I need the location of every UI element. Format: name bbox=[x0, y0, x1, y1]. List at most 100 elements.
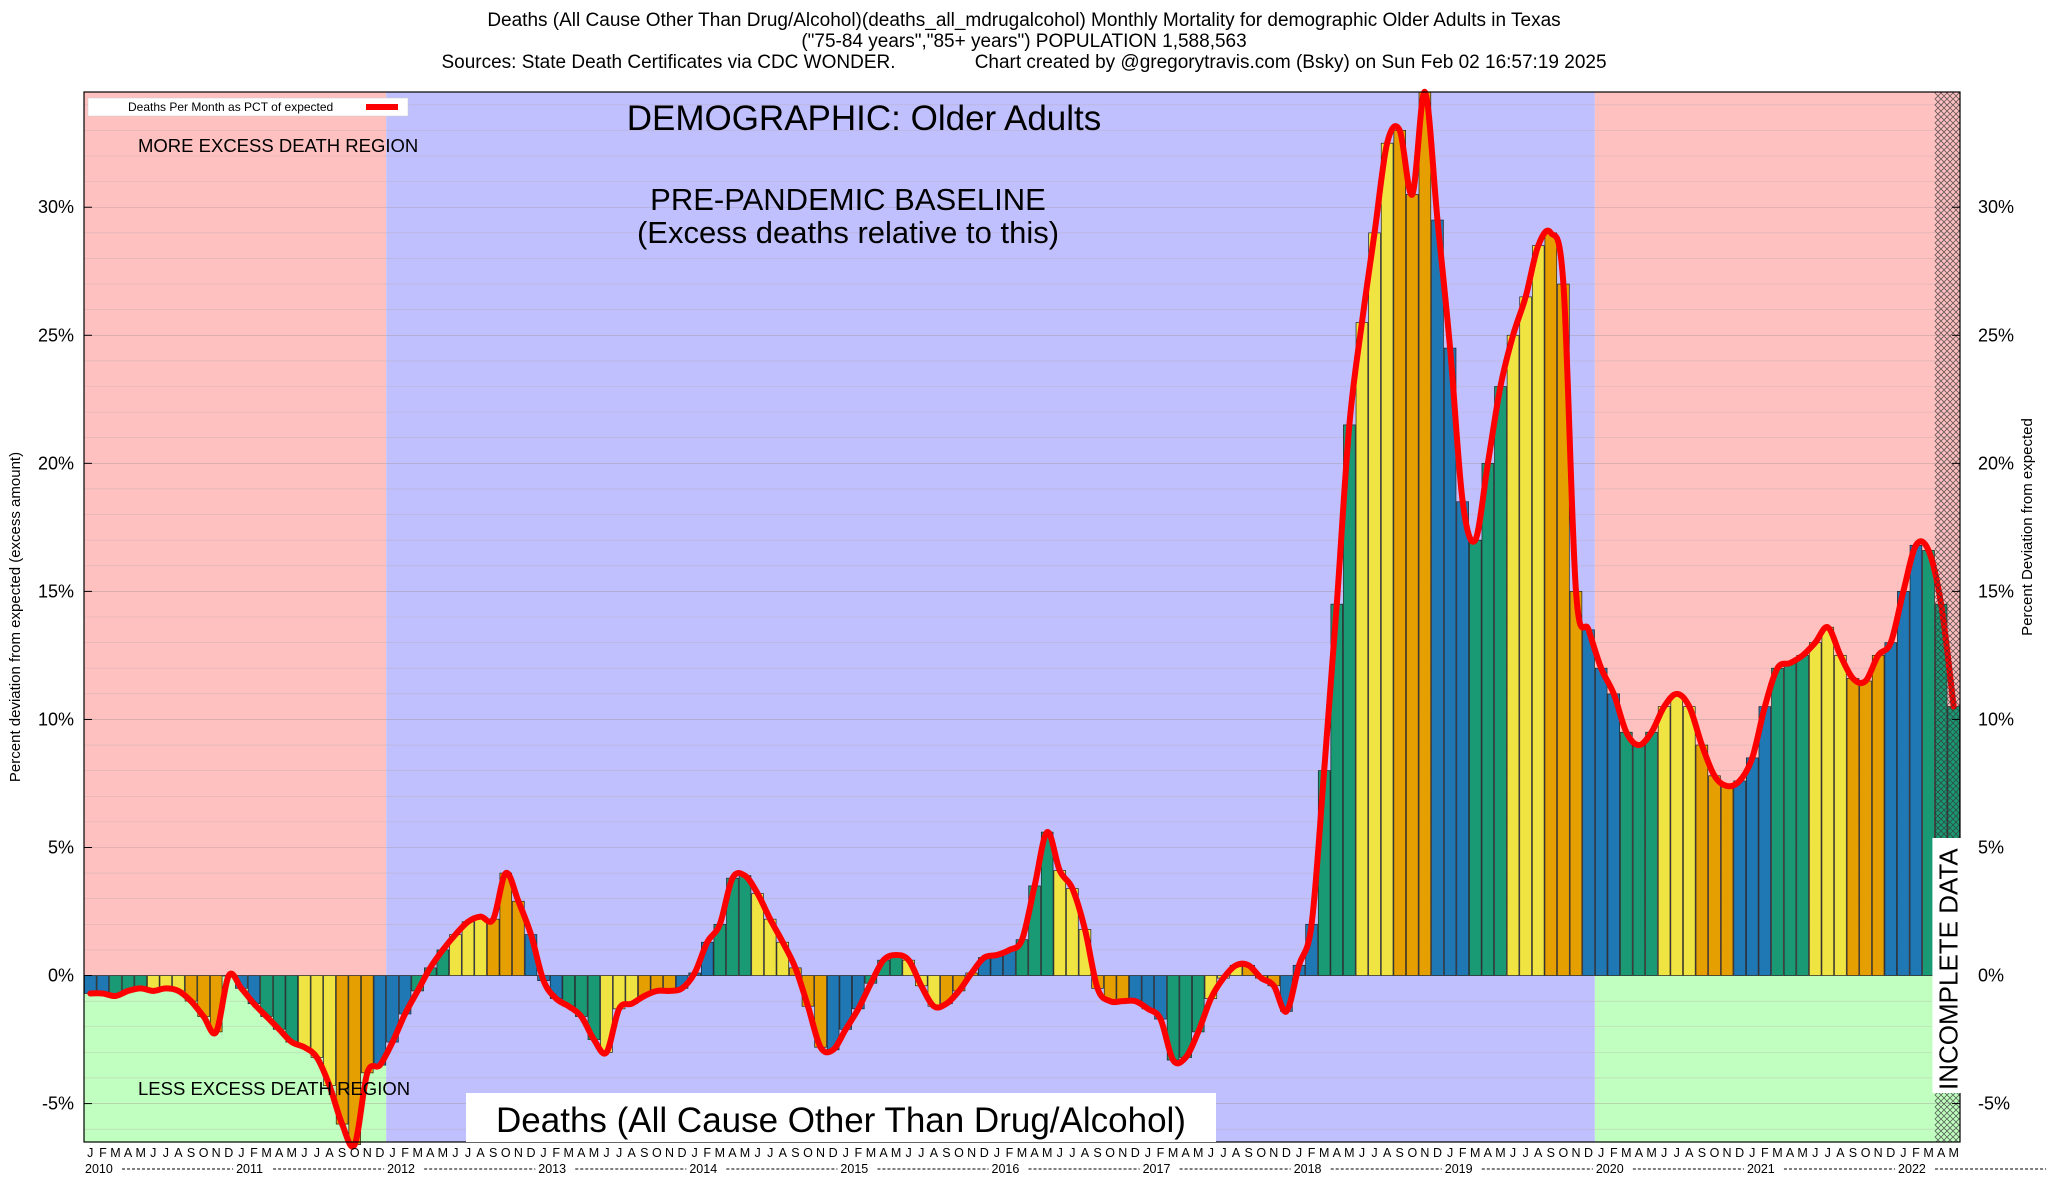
xtick-month-label: S bbox=[338, 1146, 346, 1160]
xtick-month-label: F bbox=[1006, 1146, 1014, 1160]
xtick-month-label: J bbox=[1447, 1146, 1453, 1160]
ytick-label-right: 15% bbox=[1978, 581, 2014, 601]
bar bbox=[1544, 232, 1558, 976]
xtick-month-label: J bbox=[1057, 1146, 1063, 1160]
xtick-month-label: M bbox=[1344, 1146, 1354, 1160]
xtick-month-label: D bbox=[224, 1146, 233, 1160]
xtick-month-label: M bbox=[1621, 1146, 1631, 1160]
xtick-month-label: J bbox=[1359, 1146, 1365, 1160]
bar bbox=[1443, 347, 1457, 976]
legend-box bbox=[87, 97, 409, 117]
bar bbox=[461, 921, 475, 976]
baseline-sublabel: (Excess deaths relative to this) bbox=[637, 215, 1059, 250]
xtick-month-label: J bbox=[452, 1146, 458, 1160]
xtick-month-label: M bbox=[1017, 1146, 1027, 1160]
xtick-month-label: J bbox=[616, 1146, 622, 1160]
xtick-month-label: D bbox=[829, 1146, 838, 1160]
xtick-month-label: A bbox=[1333, 1146, 1342, 1160]
xtick-month-label: F bbox=[855, 1146, 863, 1160]
xtick-month-label: J bbox=[1371, 1146, 1377, 1160]
xtick-month-label: D bbox=[375, 1146, 384, 1160]
xtick-year-label: 2015 bbox=[840, 1162, 868, 1176]
xtick-month-label: S bbox=[187, 1146, 195, 1160]
bar bbox=[1607, 693, 1621, 976]
xtick-month-label: A bbox=[476, 1146, 485, 1160]
xtick-month-label: J bbox=[389, 1146, 395, 1160]
xtick-month-label: A bbox=[1030, 1146, 1039, 1160]
xtick-month-label: M bbox=[715, 1146, 725, 1160]
bar bbox=[738, 875, 752, 976]
xtick-month-label: F bbox=[1610, 1146, 1618, 1160]
xtick-month-label: J bbox=[1661, 1146, 1667, 1160]
xtick-month-label: O bbox=[199, 1146, 209, 1160]
xtick-month-label: A bbox=[728, 1146, 737, 1160]
xtick-month-label: J bbox=[1812, 1146, 1818, 1160]
xtick-month-label: J bbox=[1296, 1146, 1302, 1160]
xtick-month-label: N bbox=[212, 1146, 221, 1160]
xtick-month-label: A bbox=[930, 1146, 939, 1160]
less-excess-label: LESS EXCESS DEATH REGION bbox=[138, 1078, 410, 1099]
bar bbox=[1746, 757, 1759, 976]
xtick-month-label: S bbox=[942, 1146, 950, 1160]
bar bbox=[1569, 591, 1583, 976]
xtick-month-label: M bbox=[1646, 1146, 1656, 1160]
credit-text: Chart created by @gregorytravis.com (Bsk… bbox=[974, 52, 1607, 73]
bar bbox=[285, 975, 298, 1043]
deaths-pct-curve bbox=[87, 88, 1957, 1150]
xtick-month-label: J bbox=[1598, 1146, 1604, 1160]
xtick-month-label: M bbox=[1319, 1146, 1329, 1160]
ytick-label-right: 25% bbox=[1978, 325, 2014, 345]
xtick-month-label: A bbox=[1383, 1146, 1392, 1160]
bar bbox=[1355, 322, 1369, 976]
bar bbox=[1733, 780, 1746, 976]
ytick-label-left: 10% bbox=[38, 709, 74, 729]
xtick-month-label: O bbox=[1105, 1146, 1115, 1160]
bar bbox=[1808, 642, 1822, 976]
xtick-month-label: M bbox=[287, 1146, 297, 1160]
xtick-month-label: A bbox=[628, 1146, 637, 1160]
more-excess-label: MORE EXCESS DEATH REGION bbox=[138, 135, 418, 156]
bar bbox=[1582, 629, 1595, 976]
xtick-month-label: D bbox=[1886, 1146, 1895, 1160]
chart-title: Deaths (All Cause Other Than Drug/Alcoho… bbox=[487, 10, 1561, 31]
bar bbox=[1380, 142, 1394, 976]
ytick-label-right: 0% bbox=[1978, 966, 2004, 986]
xtick-month-label: F bbox=[99, 1146, 107, 1160]
bar bbox=[1456, 501, 1469, 976]
xtick-month-label: F bbox=[1761, 1146, 1769, 1160]
xtick-month-label: F bbox=[401, 1146, 409, 1160]
xtick-year-label: 2021 bbox=[1747, 1162, 1775, 1176]
baseline-label: PRE-PANDEMIC BASELINE bbox=[650, 182, 1046, 217]
bar bbox=[1469, 539, 1482, 976]
xtick-month-label: J bbox=[754, 1146, 760, 1160]
xtick-month-label: D bbox=[980, 1146, 989, 1160]
bar bbox=[1821, 626, 1835, 976]
xtick-month-label: D bbox=[526, 1146, 535, 1160]
xtick-month-label: S bbox=[1547, 1146, 1555, 1160]
xtick-year-label: 2014 bbox=[689, 1162, 717, 1176]
xtick-month-label: A bbox=[1534, 1146, 1543, 1160]
xtick-month-label: F bbox=[703, 1146, 711, 1160]
bar bbox=[1481, 462, 1495, 976]
xtick-month-label: J bbox=[1069, 1146, 1075, 1160]
xtick-month-label: S bbox=[1396, 1146, 1404, 1160]
bar bbox=[1859, 680, 1872, 976]
bar bbox=[1519, 296, 1532, 976]
xtick-month-label: J bbox=[150, 1146, 156, 1160]
xtick-month-label: F bbox=[1308, 1146, 1316, 1160]
bar bbox=[1720, 785, 1734, 976]
legend: Deaths Per Month as PCT of expected bbox=[87, 97, 409, 117]
xtick-month-label: A bbox=[1081, 1146, 1090, 1160]
xtick-month-label: A bbox=[779, 1146, 788, 1160]
xtick-month-label: D bbox=[1282, 1146, 1291, 1160]
bar bbox=[1431, 219, 1444, 976]
xtick-month-label: M bbox=[261, 1146, 271, 1160]
xtick-month-label: M bbox=[1168, 1146, 1178, 1160]
bar bbox=[298, 975, 311, 1048]
xtick-month-label: A bbox=[1786, 1146, 1795, 1160]
xtick-month-label: A bbox=[174, 1146, 183, 1160]
bar bbox=[335, 975, 349, 1125]
bar bbox=[1531, 245, 1545, 976]
xtick-month-label: S bbox=[1698, 1146, 1706, 1160]
